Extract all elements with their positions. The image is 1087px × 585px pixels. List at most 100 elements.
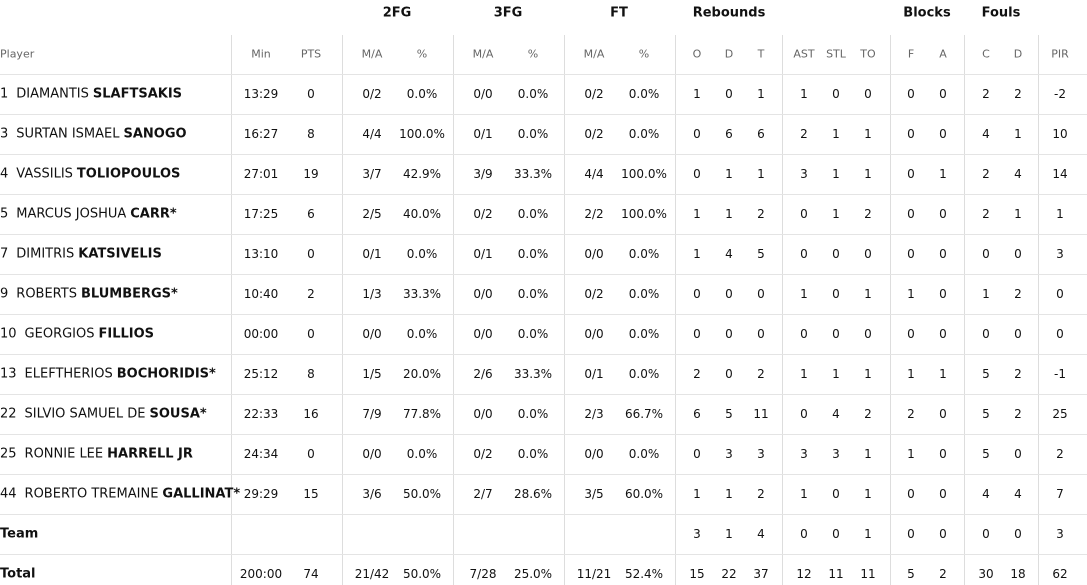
stat-cell: 3 (693, 527, 701, 541)
stat-cell: 0.0% (628, 87, 660, 101)
row-divider (0, 314, 1087, 315)
stat-cell: 0/0 (473, 327, 493, 341)
stat-cell: 0/2 (584, 87, 604, 101)
stat-cell: 2/3 (584, 407, 604, 421)
stat-cell: 0 (725, 367, 733, 381)
column-divider (675, 35, 676, 585)
stat-cell: 0.0% (517, 447, 549, 461)
stat-cell: 0 (693, 287, 701, 301)
stat-cell: 0/0 (473, 407, 493, 421)
stat-cell: 1 (800, 287, 808, 301)
player-first: DIAMANTIS (16, 86, 89, 102)
player-name: 7 DIMITRIS KATSIVELIS (0, 247, 166, 262)
stat-cell: 3 (757, 447, 765, 461)
stat-cell: 1 (864, 487, 872, 501)
stat-cell: 5 (725, 407, 733, 421)
player-name: 5 MARCUS JOSHUA CARR* (0, 207, 181, 222)
stat-cell: 0 (864, 327, 872, 341)
stat-cell: 2 (982, 87, 990, 101)
stat-cell: 0 (800, 247, 808, 261)
player-no: 44 (0, 486, 17, 502)
column-header: M/A (361, 47, 383, 61)
stat-cell: 1 (693, 87, 701, 101)
stat-cell: 0 (693, 447, 701, 461)
row-divider (0, 394, 1087, 395)
player-last: SOUSA* (149, 406, 207, 422)
stat-cell: 2 (982, 207, 990, 221)
player-name: 25 RONNIE LEE HARRELL JR (0, 447, 197, 462)
stat-cell: 0 (1014, 447, 1022, 461)
group-header: FT (610, 5, 628, 21)
column-divider (453, 35, 454, 585)
stat-cell: 0/0 (473, 87, 493, 101)
stat-cell: 0/0 (584, 327, 604, 341)
stat-cell: 6 (725, 127, 733, 141)
column-divider (782, 35, 783, 585)
stat-cell: 2 (757, 367, 765, 381)
stat-cell: 4 (832, 407, 840, 421)
stat-cell: 0.0% (628, 247, 660, 261)
stat-cell: 0 (982, 527, 990, 541)
stat-cell: 3/5 (584, 487, 604, 501)
player-last: CARR* (130, 206, 177, 222)
stat-cell: 0 (693, 167, 701, 181)
stat-cell: 0 (939, 527, 947, 541)
column-header: D (1013, 47, 1023, 61)
stat-cell: 37 (753, 567, 769, 581)
player-first: GEORGIOS (24, 326, 95, 342)
stat-cell: 1 (832, 207, 840, 221)
stat-cell: 0/2 (473, 207, 493, 221)
stat-cell: 0/2 (584, 287, 604, 301)
group-header: Fouls (981, 5, 1021, 21)
stat-cell: 20.0% (402, 367, 442, 381)
player-last: GALLINAT* (162, 486, 241, 502)
stat-cell: 1 (693, 207, 701, 221)
stat-cell: 1 (939, 367, 947, 381)
stat-cell: 0 (982, 247, 990, 261)
stat-cell: 2 (757, 487, 765, 501)
stat-cell: 0 (864, 247, 872, 261)
group-header: Blocks (903, 5, 951, 21)
stat-cell: 0.0% (517, 207, 549, 221)
stat-cell: 00:00 (243, 327, 279, 341)
stat-cell: 0 (725, 287, 733, 301)
stat-cell: 3 (800, 167, 808, 181)
stat-cell: 1 (907, 447, 915, 461)
row-divider (0, 74, 1087, 75)
stat-cell: 0.0% (628, 447, 660, 461)
stat-cell: 7/28 (469, 567, 497, 581)
stat-cell: 1 (1014, 127, 1022, 141)
stat-cell: 0 (864, 87, 872, 101)
stat-cell: 5 (982, 407, 990, 421)
player-last: HARRELL JR (107, 446, 193, 462)
stat-cell: 0 (800, 327, 808, 341)
stat-cell: 2 (307, 287, 315, 301)
stat-cell: 1 (725, 527, 733, 541)
stat-cell: 100.0% (621, 167, 667, 181)
stat-cell: 0 (1056, 287, 1064, 301)
stat-cell: 19 (303, 167, 319, 181)
stat-cell: 0 (307, 327, 315, 341)
stat-cell: 0 (939, 447, 947, 461)
player-first: SILVIO SAMUEL DE (24, 406, 146, 422)
stat-cell: -1 (1054, 367, 1066, 381)
stat-cell: 0 (757, 327, 765, 341)
column-header: D (724, 47, 734, 61)
stat-cell: 0 (907, 487, 915, 501)
stat-cell: 0 (800, 407, 808, 421)
stat-cell: 0 (939, 207, 947, 221)
player-last: BOCHORIDIS* (116, 366, 216, 382)
stat-cell: 42.9% (402, 167, 442, 181)
stat-cell: 0 (832, 327, 840, 341)
stat-cell: 3/6 (362, 487, 382, 501)
stat-cell: 52.4% (624, 567, 664, 581)
stat-cell: 0 (907, 247, 915, 261)
player-first: ELEFTHERIOS (24, 366, 113, 382)
stat-cell: 17:25 (243, 207, 279, 221)
stat-cell: 0 (1014, 247, 1022, 261)
stat-cell: 16 (303, 407, 319, 421)
column-header: T (757, 47, 765, 61)
stat-cell: 4 (982, 127, 990, 141)
stat-cell: 0 (939, 487, 947, 501)
stat-cell: 3 (832, 447, 840, 461)
